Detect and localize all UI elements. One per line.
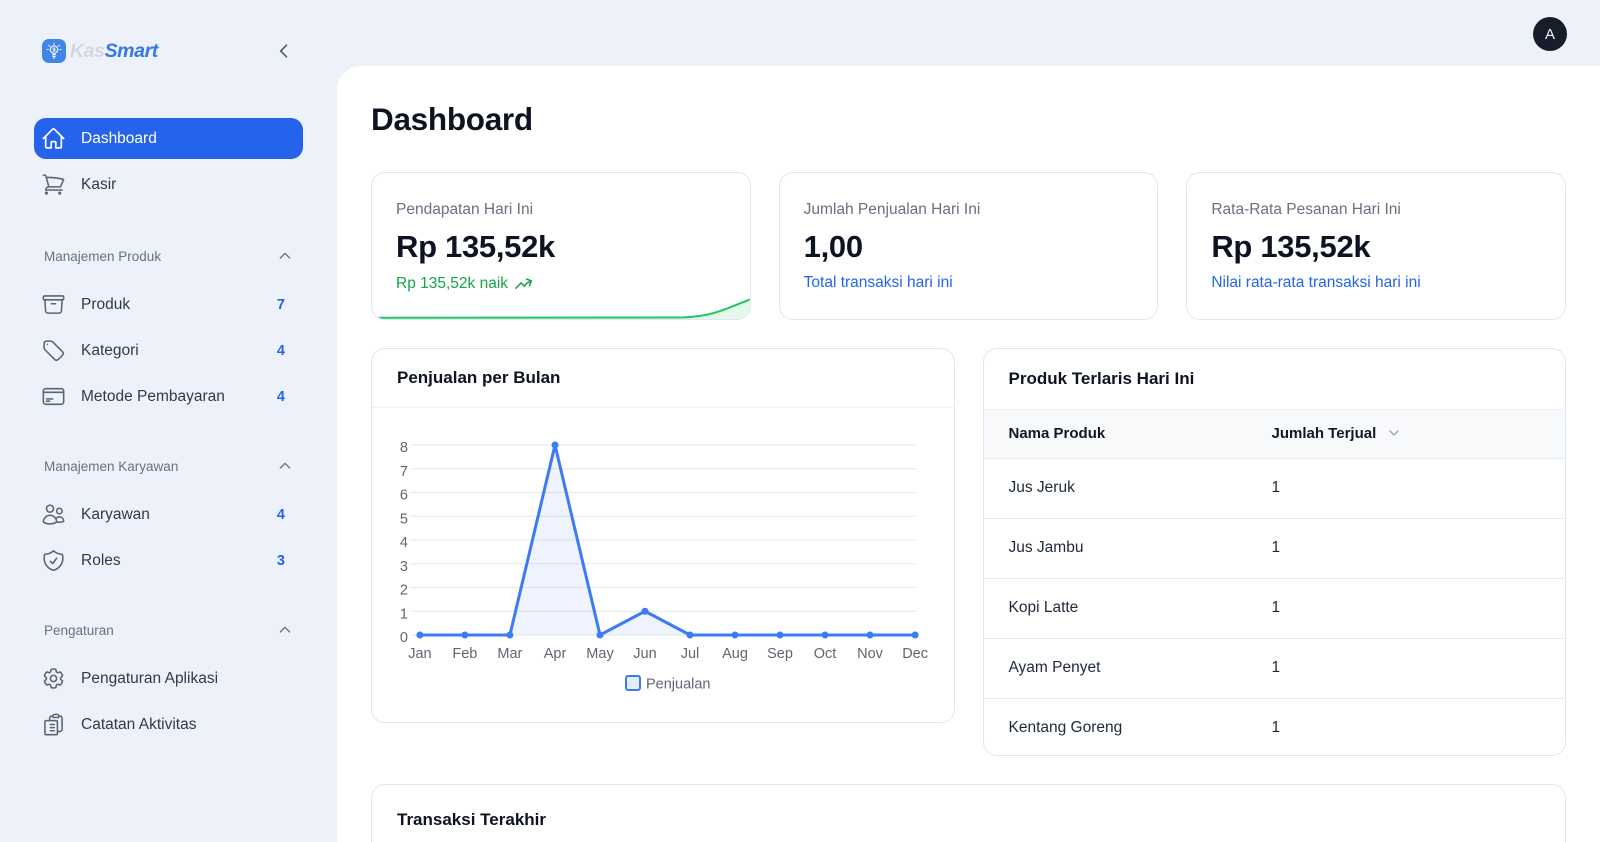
svg-text:Mar: Mar [497,646,522,662]
svg-text:Penjualan: Penjualan [646,677,711,693]
svg-text:3: 3 [400,559,408,575]
svg-text:7: 7 [400,464,408,480]
svg-text:Aug: Aug [722,646,748,662]
svg-text:6: 6 [400,488,408,504]
svg-text:Oct: Oct [814,646,837,662]
svg-text:Jul: Jul [681,646,700,662]
svg-text:5: 5 [400,511,408,527]
svg-text:Apr: Apr [544,646,567,662]
svg-text:Feb: Feb [452,646,477,662]
svg-text:Nov: Nov [857,646,884,662]
svg-text:0: 0 [400,630,408,646]
svg-text:$: $ [52,48,56,54]
svg-text:1: 1 [400,606,408,622]
svg-text:2: 2 [400,583,408,599]
svg-text:Jun: Jun [633,646,656,662]
svg-text:8: 8 [400,440,408,456]
svg-text:May: May [586,646,614,662]
svg-text:Dec: Dec [902,646,928,662]
svg-text:4: 4 [400,535,408,551]
svg-text:Sep: Sep [767,646,793,662]
svg-text:Jan: Jan [408,646,431,662]
